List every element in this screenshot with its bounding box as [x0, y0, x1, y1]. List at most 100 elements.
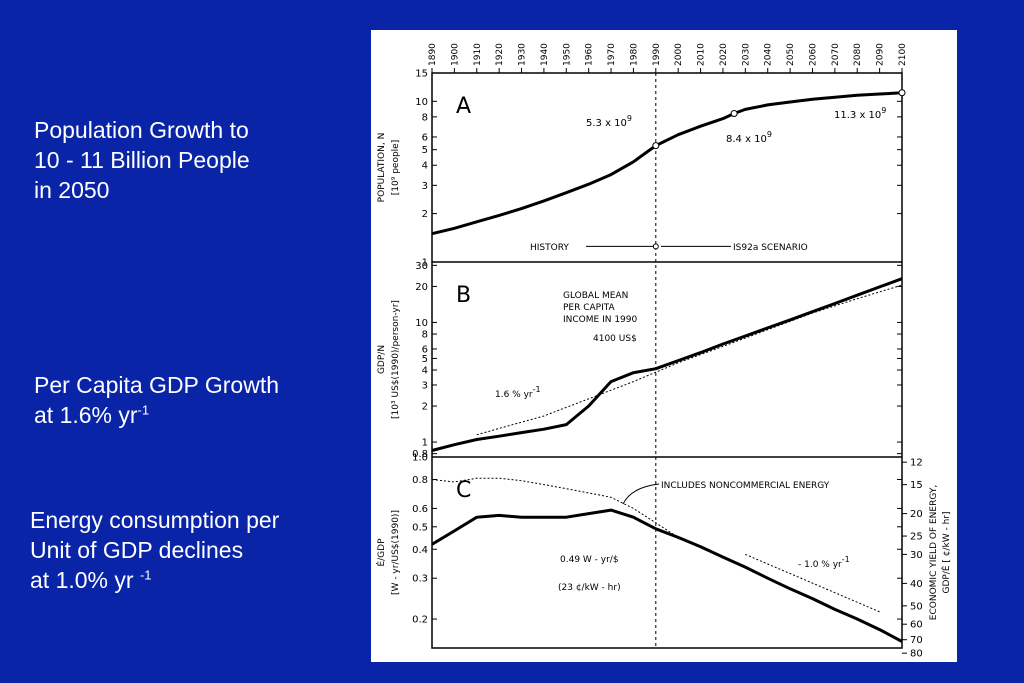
population-marker	[730, 109, 738, 117]
gdp-annotation-line: GLOBAL MEAN	[563, 291, 628, 301]
caption-population-line1: Population Growth to	[34, 117, 249, 143]
energy-decline-rate: - 1.0 % yr-1	[798, 555, 850, 570]
y-tick-label: 10	[415, 318, 428, 329]
y-axis-label: [10³ US$(1990)/person-yr]	[391, 300, 401, 419]
y-axis-label: GDP/N	[377, 345, 387, 374]
y-axis-label: [W - yr/US$(1990)]	[391, 510, 401, 595]
panel-label-A: A	[456, 94, 471, 119]
x-tick-label: 2040	[764, 43, 774, 66]
y-tick-label: 2	[422, 402, 428, 413]
population-annotation: 8.4 x 109	[726, 130, 772, 145]
y2-axis-label: GDP/Ė [ ¢/kW - hr]	[941, 511, 952, 593]
x-tick-label: 2000	[674, 43, 684, 66]
y2-tick-label: 12	[910, 458, 923, 469]
y2-tick-label: 80	[910, 649, 923, 660]
plot-frame	[431, 72, 903, 649]
y2-tick-label: 20	[910, 509, 923, 520]
x-tick-label: 1960	[585, 43, 595, 66]
y-tick-label: 6	[422, 344, 428, 355]
caption-energy-line3: at 1.0% yr -1	[30, 565, 279, 595]
caption-gdp-line2-text: at 1.6% yr	[34, 402, 138, 428]
y2-tick-label: 50	[910, 601, 923, 612]
caption-energy-line3-text: at 1.0% yr	[30, 567, 140, 593]
x-tick-label: 2010	[697, 43, 707, 66]
y-tick-label: 0.2	[412, 615, 428, 626]
series-line-2-2	[745, 553, 880, 613]
y-tick-label: 1.0	[412, 453, 428, 464]
history-label: HISTORY	[530, 243, 569, 253]
y-tick-label: 3	[422, 380, 428, 391]
y-tick-label: 0.5	[412, 522, 428, 533]
y2-tick-label: 40	[910, 579, 923, 590]
x-tick-label: 2030	[741, 43, 751, 66]
y-tick-label: 10	[415, 97, 428, 108]
x-tick-label: 2080	[853, 43, 863, 66]
y-tick-label: 6	[422, 132, 428, 143]
noncommercial-arrow	[622, 483, 660, 505]
gdp-annotation-line: INCOME IN 1990	[563, 315, 637, 325]
x-tick-label: 2060	[808, 43, 818, 66]
caption-gdp: Per Capita GDP Growth at 1.6% yr-1	[34, 370, 279, 430]
caption-gdp-line1: Per Capita GDP Growth	[34, 372, 280, 398]
x-tick-label: 1990	[652, 43, 662, 66]
series-line-2-1	[431, 477, 679, 538]
y-tick-label: 0.6	[412, 504, 428, 515]
x-tick-label: 2020	[719, 43, 729, 66]
x-tick-label: 1910	[473, 43, 483, 66]
y2-tick-label: 70	[910, 635, 923, 646]
caption-population: Population Growth to 10 - 11 Billion Peo…	[34, 115, 250, 205]
history-marker	[652, 243, 659, 250]
y-axis-label: [10⁹ people]	[391, 140, 401, 195]
y2-tick-label: 15	[910, 480, 923, 491]
caption-energy-line2: Unit of GDP declines	[30, 537, 244, 563]
series-line-0-0	[431, 91, 903, 236]
y-tick-label: 2	[422, 209, 428, 220]
y-tick-label: 0.8	[412, 475, 428, 486]
gdp-growth-rate: 1.6 % yr-1	[495, 385, 541, 400]
y2-tick-label: 60	[910, 620, 923, 631]
y-tick-label: 5	[422, 354, 428, 365]
y-tick-label: 4	[422, 366, 428, 377]
x-tick-label: 2100	[898, 43, 908, 66]
panel-label-C: C	[456, 478, 471, 503]
gdp-annotation-value: 4100 US$	[593, 334, 637, 344]
y-tick-label: 8	[422, 112, 428, 123]
y-tick-label: 30	[415, 261, 428, 272]
caption-population-line2: 10 - 11 Billion People	[34, 147, 250, 173]
population-annotation: 11.3 x 109	[834, 106, 886, 121]
population-marker	[898, 89, 906, 97]
caption-gdp-line2: at 1.6% yr-1	[34, 400, 279, 430]
series-line-2-0	[431, 508, 903, 643]
y-tick-label: 8	[422, 330, 428, 341]
y-axis-label: POPULATION, N	[377, 133, 387, 203]
x-tick-label: 1970	[607, 43, 617, 66]
scenario-label: IS92a SCENARIO	[733, 243, 808, 253]
y2-tick-label: 30	[910, 550, 923, 561]
y-tick-label: 15	[415, 69, 428, 80]
y-tick-label: 1	[422, 438, 428, 449]
x-tick-label: 1900	[450, 43, 460, 66]
x-tick-label: 1890	[428, 43, 438, 66]
y-tick-label: 0.8	[412, 449, 428, 460]
y-tick-label: 0.3	[412, 574, 428, 585]
panel-label-B: B	[456, 283, 471, 308]
population-marker	[652, 142, 660, 150]
energy-annotation-value: 0.49 W - yr/$	[560, 555, 619, 565]
energy-annotation-cents: (23 ¢/kW - hr)	[558, 583, 621, 593]
y-tick-label: 3	[422, 181, 428, 192]
series-line-1-1	[476, 284, 903, 436]
gdp-annotation-line: PER CAPITA	[563, 303, 616, 313]
caption-population-line3: in 2050	[34, 177, 110, 203]
x-tick-label: 1940	[540, 43, 550, 66]
caption-energy: Energy consumption per Unit of GDP decli…	[30, 505, 279, 595]
x-tick-label: 2070	[831, 43, 841, 66]
caption-energy-line1: Energy consumption per	[30, 507, 280, 533]
x-tick-label: 2050	[786, 43, 796, 66]
y-tick-label: 20	[415, 282, 428, 293]
caption-gdp-line2-sup: -1	[137, 402, 150, 418]
y-tick-label: 4	[422, 161, 428, 172]
y-tick-label: 0.4	[412, 545, 428, 556]
x-tick-label: 1980	[629, 43, 639, 66]
y2-tick-label: 25	[910, 532, 923, 543]
y-tick-label: 1	[422, 258, 428, 269]
